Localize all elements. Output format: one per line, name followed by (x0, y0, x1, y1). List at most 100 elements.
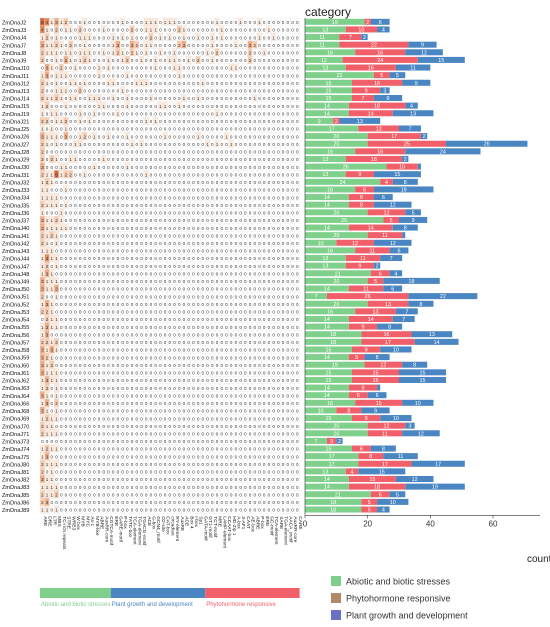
heatmap-cell-value: 1 (46, 233, 49, 238)
heatmap-cell-value: 0 (51, 332, 54, 337)
heatmap-cell-value: 0 (117, 287, 120, 292)
heatmap-cell-value: 1 (112, 51, 115, 56)
heatmap-cell-value: 0 (121, 157, 124, 162)
heatmap-cell-value: 0 (98, 264, 101, 269)
heatmap-cell-value: 0 (197, 249, 200, 254)
heatmap-cell-value: 0 (164, 256, 167, 261)
heatmap-cell-value: 1 (88, 96, 91, 101)
heatmap-cell-value: 0 (287, 119, 290, 124)
heatmap-cell-value: 0 (173, 111, 176, 116)
heatmap-cell-value: 0 (225, 332, 228, 337)
heatmap-cell-value: 0 (192, 150, 195, 155)
heatmap-cell-value: 1 (107, 66, 110, 71)
heatmap-cell-value: 1 (41, 111, 44, 116)
heatmap-cell-value: 0 (235, 332, 238, 337)
heatmap-cell-value: 0 (112, 302, 115, 307)
heatmap-cell-value: 0 (277, 20, 280, 25)
heatmap-cell-value: 0 (230, 58, 233, 63)
heatmap-cell-value: 0 (277, 96, 280, 101)
heatmap-cell-value: 0 (253, 172, 256, 177)
heatmap-cell-value: 0 (220, 20, 223, 25)
heatmap-cell-value: 0 (253, 271, 256, 276)
heatmap-cell-value: 0 (178, 119, 181, 124)
heatmap-cell-value: 0 (154, 172, 157, 177)
heatmap-cell-value: 0 (296, 340, 299, 345)
heatmap-cell-value: 0 (131, 150, 134, 155)
heatmap-cell-value: 0 (235, 211, 238, 216)
heatmap-cell-value: 0 (239, 134, 242, 139)
heatmap-cell-value: 0 (135, 73, 138, 78)
heatmap-cell-value: 0 (107, 226, 110, 231)
heatmap-cell-value: 0 (131, 211, 134, 216)
heatmap-cell-value: 0 (126, 249, 129, 254)
heatmap-cell-value: 0 (46, 111, 49, 116)
heatmap-cell-value: 0 (150, 104, 153, 109)
heatmap-cell-value: 0 (117, 96, 120, 101)
heatmap-cell-value: 0 (60, 142, 63, 147)
heatmap-cell-value: 0 (107, 340, 110, 345)
heatmap-cell-value: 0 (74, 73, 77, 78)
heatmap-cell-value: 0 (74, 111, 77, 116)
heatmap-cell-value: 0 (272, 325, 275, 330)
heatmap-cell-value: 0 (239, 271, 242, 276)
heatmap-cell-value: 0 (131, 104, 134, 109)
heatmap-cell-value: 0 (253, 81, 256, 86)
heatmap-cell-value: 0 (225, 20, 228, 25)
heatmap-cell-value: 0 (88, 73, 91, 78)
heatmap-cell-value: 0 (112, 226, 115, 231)
heatmap-cell-value: 0 (173, 271, 176, 276)
heatmap-cell-value: 1 (65, 73, 68, 78)
heatmap-cell-value: 1 (60, 226, 63, 231)
heatmap-cell-value: 0 (65, 317, 68, 322)
heatmap-cell-value: 0 (79, 310, 82, 315)
heatmap-cell-value: 0 (230, 340, 233, 345)
heatmap-cell-value: 0 (112, 264, 115, 269)
heatmap-cell-value: 0 (282, 28, 285, 33)
heatmap-cell-value: 0 (131, 180, 134, 185)
heatmap-cell-value: 0 (131, 332, 134, 337)
heatmap-cell-value: 1 (197, 96, 200, 101)
heatmap-cell-value: 0 (282, 142, 285, 147)
heatmap-cell-value: 0 (135, 287, 138, 292)
heatmap-cell-value: 0 (230, 241, 233, 246)
heatmap-cell-value: 0 (84, 363, 87, 368)
heatmap-cell-value: 1 (268, 28, 271, 33)
heatmap-cell-value: 0 (282, 348, 285, 353)
heatmap-cell-value: 0 (216, 165, 219, 170)
heatmap-cell-value: 1 (46, 28, 49, 33)
heatmap-cell-value: 0 (145, 89, 148, 94)
heatmap-cell-value: 0 (140, 271, 143, 276)
heatmap-cell-value: 0 (272, 96, 275, 101)
heatmap-cell-value: 0 (169, 73, 172, 78)
heatmap-cell-value: 0 (211, 66, 214, 71)
heatmap-cell-value: 1 (216, 20, 219, 25)
heatmap-cell-value: 0 (102, 165, 105, 170)
heatmap-cell-value: 0 (291, 203, 294, 208)
heatmap-cell-value: 0 (102, 188, 105, 193)
heatmap-cell-value: 0 (154, 43, 157, 48)
heatmap-cell-value: 0 (88, 279, 91, 284)
heatmap-cell-value: 0 (253, 279, 256, 284)
heatmap-cell-value: 0 (126, 111, 129, 116)
heatmap-cell-value: 1 (220, 28, 223, 33)
heatmap-cell-value: 0 (282, 264, 285, 269)
heatmap-cell-value: 0 (178, 271, 181, 276)
heatmap-cell-value: 1 (60, 119, 63, 124)
heatmap-cell-value: 0 (173, 211, 176, 216)
heatmap-cell-value: 0 (107, 203, 110, 208)
heatmap-cell-value: 0 (249, 157, 252, 162)
heatmap-cell-value: 0 (183, 241, 186, 246)
heatmap-cell-value: 0 (287, 325, 290, 330)
heatmap-cell-value: 0 (74, 241, 77, 246)
heatmap-cell-value: 0 (135, 348, 138, 353)
heatmap-cell-value: 1 (211, 35, 214, 40)
heatmap-cell-value: 0 (51, 28, 54, 33)
heatmap-cell-value: 0 (230, 150, 233, 155)
heatmap-cell-value: 0 (164, 340, 167, 345)
heatmap-cell-value: 0 (235, 302, 238, 307)
heatmap-cell-value: 0 (107, 195, 110, 200)
heatmap-cell-value: 0 (46, 211, 49, 216)
heatmap-cell-value: 0 (235, 172, 238, 177)
heatmap-cell-value: 1 (51, 287, 54, 292)
